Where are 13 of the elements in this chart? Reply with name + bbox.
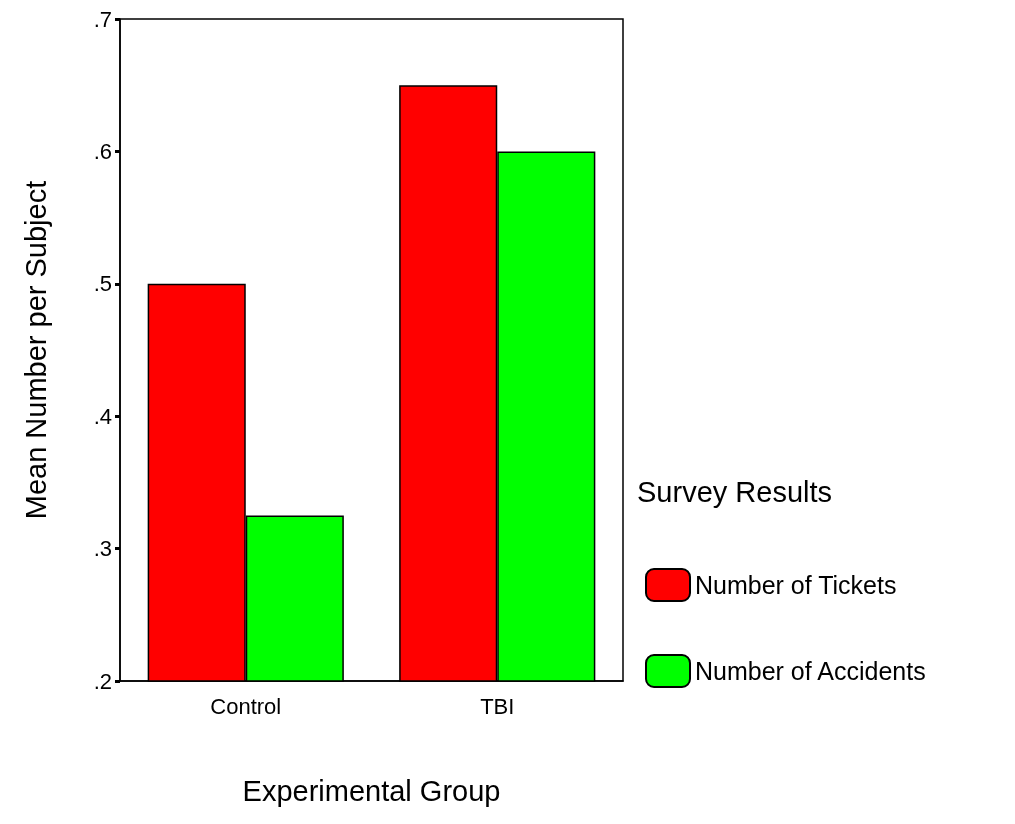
y-tick-label: .5 xyxy=(93,271,112,297)
y-axis-title: Mean Number per Subject xyxy=(19,180,52,520)
legend-title: Survey Results xyxy=(637,475,833,508)
x-tick-label: TBI xyxy=(480,693,515,719)
legend-label: Number of Accidents xyxy=(695,657,926,685)
y-tick-label: .2 xyxy=(93,668,112,694)
y-tick-label: .6 xyxy=(93,138,112,164)
x-tick-label: Control xyxy=(210,693,282,719)
legend-label: Number of Tickets xyxy=(695,571,897,599)
y-tick-label: .3 xyxy=(93,536,112,562)
y-tick-label: .7 xyxy=(93,6,112,32)
y-tick-label: .4 xyxy=(93,403,112,429)
x-axis-title: Experimental Group xyxy=(242,774,501,807)
